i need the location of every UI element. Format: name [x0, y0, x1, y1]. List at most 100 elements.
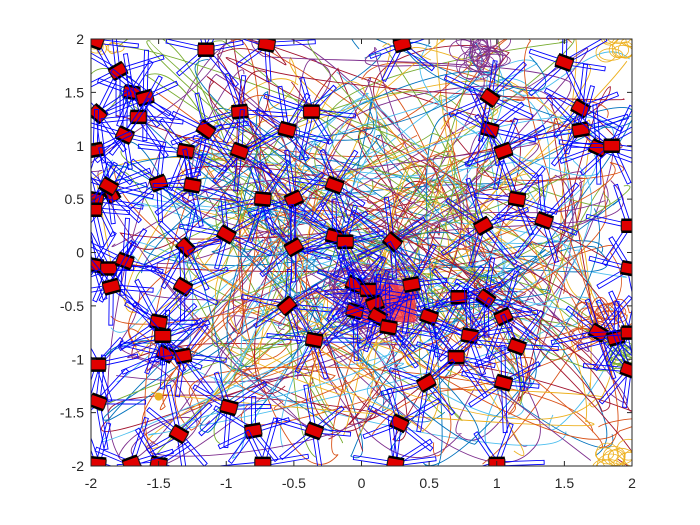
robot-spoke — [401, 39, 419, 40]
robot-marker — [588, 235, 668, 314]
swirl-loop — [595, 42, 617, 63]
robot-edge — [114, 136, 131, 146]
y-tick-label: 1 — [76, 138, 84, 154]
robot-edge — [475, 297, 490, 309]
trajectory-line — [579, 253, 628, 407]
robot-spoke — [635, 264, 668, 270]
robot-edge — [304, 432, 321, 441]
robot-edge — [392, 39, 409, 42]
robot-marker — [362, 387, 442, 466]
robot-marker — [473, 160, 559, 236]
robot-spoke — [127, 470, 133, 499]
robot-marker — [576, 299, 632, 372]
robot-marker — [352, 415, 437, 471]
y-tick-label: 2 — [76, 31, 84, 47]
robot-edge — [421, 382, 437, 393]
robot-spoke — [634, 226, 672, 242]
robot-marker — [91, 89, 167, 170]
robot-edge — [472, 215, 488, 226]
robot-edge — [94, 103, 109, 116]
robot-edge — [386, 468, 402, 471]
robot-spoke — [499, 468, 523, 499]
robot-marker — [461, 344, 541, 434]
robot-edge — [178, 276, 194, 287]
trajectory-line — [251, 81, 525, 456]
robot-edge — [98, 186, 114, 197]
robot-body — [620, 326, 632, 340]
robot-edge — [113, 71, 129, 82]
robot-edge — [91, 455, 107, 460]
swirl-loop — [608, 447, 632, 465]
trajectory-line — [202, 125, 493, 268]
trajectory-line — [151, 106, 595, 427]
robot-edge — [534, 222, 550, 231]
trajectory-line — [196, 187, 605, 420]
robot-edge — [246, 434, 263, 440]
robot-edge — [482, 287, 497, 300]
robot-edge — [623, 360, 632, 369]
robot-edge — [104, 289, 121, 296]
robot-edge — [538, 210, 555, 219]
robot-body — [197, 43, 215, 57]
trajectory-line — [192, 115, 457, 396]
swirl-loop — [595, 303, 627, 321]
robot-edge — [379, 330, 396, 336]
trajectory-line — [107, 39, 589, 458]
robot-spoke — [100, 465, 129, 466]
robot-edge — [174, 423, 190, 434]
robot-edge — [183, 236, 197, 250]
robot-marker — [94, 416, 175, 499]
robot-edge — [215, 234, 231, 245]
swirl-loop — [581, 306, 609, 323]
y-tick-label: -1 — [72, 351, 85, 367]
robot-edge — [587, 332, 603, 343]
robot-spoke — [94, 2, 102, 35]
swirl-loop — [600, 39, 619, 46]
robot-marker — [570, 104, 632, 185]
trajectory-line — [299, 165, 388, 417]
robot-spoke — [635, 331, 676, 340]
robot-marker — [415, 325, 496, 399]
robot-spoke — [374, 39, 401, 42]
robot-edge — [168, 434, 184, 445]
robot-edge — [480, 132, 497, 139]
robot-edge — [175, 359, 193, 365]
robot-edge — [619, 371, 632, 380]
y-tick-label: 0.5 — [65, 191, 85, 207]
y-tick-label: -2 — [72, 458, 85, 474]
trajectory-line — [234, 39, 573, 397]
robot-edge — [125, 465, 142, 466]
robot-edge — [493, 306, 509, 316]
trajectory-line — [256, 245, 622, 380]
robot-edge — [571, 121, 588, 127]
robot-edge — [118, 251, 135, 260]
swirl-loop — [616, 452, 632, 466]
robot-edge — [222, 398, 239, 405]
robot-edge — [620, 271, 632, 278]
robot-edge — [91, 403, 104, 412]
swirl-loop — [598, 48, 624, 61]
y-tick-label: -0.5 — [60, 298, 84, 314]
robot-edge — [107, 60, 123, 71]
robot-edge — [276, 295, 291, 308]
robot-edge — [395, 46, 412, 54]
robot-edge — [219, 409, 236, 417]
robot-spoke — [630, 228, 632, 262]
robot-edge — [254, 203, 271, 208]
robot-marker — [473, 309, 559, 392]
robot-edge — [221, 224, 237, 235]
x-tick-label: 0.5 — [419, 475, 439, 491]
robot-edge — [324, 186, 341, 195]
robot-edge — [91, 39, 106, 40]
y-axis: -2 -1.5 -1 -0.5 0 0.5 1 1.5 2 — [60, 31, 632, 474]
robot-edge — [119, 125, 136, 135]
robot-spoke — [91, 393, 93, 404]
robot-edge — [121, 454, 138, 463]
swirl-loop — [620, 29, 641, 38]
robot-marker — [152, 144, 242, 228]
robot-edge — [373, 306, 389, 317]
robot-edge — [507, 202, 525, 208]
robot-edge — [389, 231, 404, 244]
robot-edge — [229, 152, 246, 161]
